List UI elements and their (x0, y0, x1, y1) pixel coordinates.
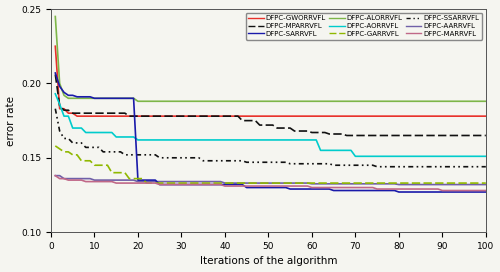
Y-axis label: error rate: error rate (6, 96, 16, 146)
X-axis label: Iterations of the algorithm: Iterations of the algorithm (200, 256, 337, 267)
Legend: DFPC-GWORRVFL, DFPC-MPARRVFL, DFPC-SARRVFL, DFPC-ALORRVFL, DFPC-AORRVFL, DFPC-GA: DFPC-GWORRVFL, DFPC-MPARRVFL, DFPC-SARRV… (246, 13, 482, 40)
